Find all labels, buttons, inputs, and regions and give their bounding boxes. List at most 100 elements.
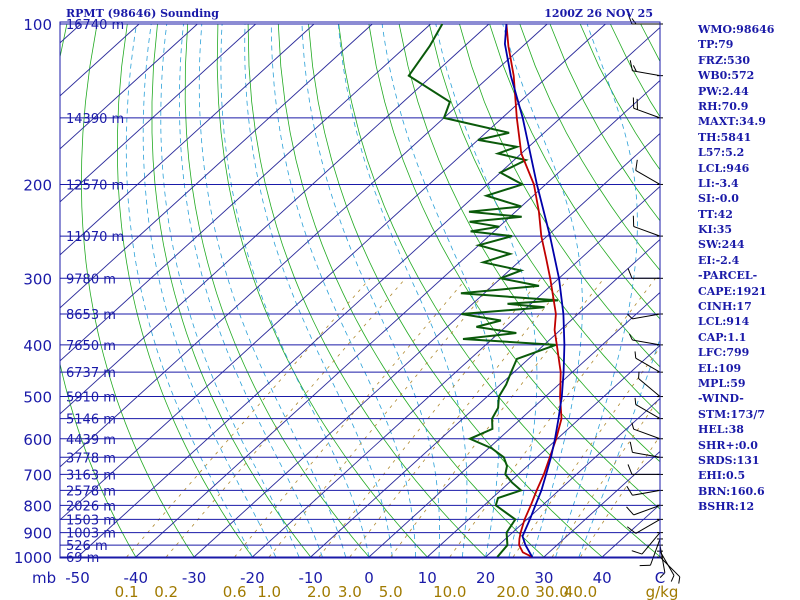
- mixing-ratio-tick-label: 5.0: [379, 583, 403, 600]
- height-label: 11070 m: [66, 230, 124, 245]
- sounding-index-item: CAP:1.1: [698, 330, 747, 344]
- isotherm-line: [60, 23, 198, 150]
- isotherm-line: [368, 291, 660, 558]
- sounding-index-item: WB0:572: [698, 69, 755, 83]
- wind-barb-feather: [659, 572, 666, 578]
- height-label: 1503 m: [66, 513, 116, 528]
- pressure-tick-label: 500: [23, 389, 52, 407]
- mixing-ratio-tick-label: 1.0: [257, 583, 281, 600]
- sounding-index-item: TT:42: [698, 207, 733, 221]
- wind-barb-feather: [631, 550, 643, 555]
- height-label: 5146 m: [66, 413, 116, 428]
- wind-barb-shaft: [638, 378, 661, 397]
- sounding-index-item: LCL:914: [698, 315, 750, 329]
- sounding-index-item: STM:173/7: [698, 407, 765, 421]
- wind-barb-shaft: [659, 550, 675, 576]
- height-label: 526 m: [66, 539, 108, 554]
- isotherm-line: [60, 23, 373, 309]
- sounding-index-item: EHI:0.5: [698, 469, 746, 483]
- wind-barb-shaft: [633, 428, 661, 440]
- plot-frame: [59, 21, 661, 559]
- wind-barb-feather: [627, 313, 633, 320]
- sounding-index-item: -PARCEL-: [698, 269, 758, 283]
- temperature-trace: [505, 23, 563, 558]
- isotherm-line: [543, 450, 660, 558]
- isotherm-line: [426, 344, 660, 558]
- parcel-trace: [503, 23, 566, 558]
- wind-barb-feather: [631, 422, 635, 430]
- wind-barb-shaft: [641, 532, 661, 555]
- wind-barb-shaft: [632, 489, 661, 496]
- sounding-index-item: KI:35: [698, 223, 733, 237]
- pressure-tick-label: 1000: [14, 549, 52, 567]
- wind-barb-shaft: [632, 339, 661, 346]
- pressure-tick-label: 700: [23, 466, 52, 484]
- height-label: 8653 m: [66, 308, 116, 323]
- temperature-tick-label: -10: [298, 569, 323, 587]
- mixing-ratio-tick-label: 0.6: [223, 583, 247, 600]
- pressure-tick-label: 300: [23, 270, 52, 288]
- wind-barb-feather: [626, 526, 637, 534]
- height-label: 6737 m: [66, 366, 116, 381]
- pressure-tick-label: 600: [23, 431, 52, 449]
- sounding-index-item: CINH:17: [698, 300, 752, 314]
- mixing-ratio-tick-label: 2.0: [307, 583, 331, 600]
- sounding-index-item: LCL:946: [698, 161, 750, 175]
- mixing-ratio-line: [580, 435, 660, 558]
- sounding-index-item: HEL:38: [698, 423, 744, 437]
- sounding-index-item: PW:2.44: [698, 84, 749, 98]
- pressure-tick-label: 800: [23, 497, 52, 515]
- isotherm-line: [310, 238, 660, 558]
- mixing-ratio-tick-label: 10.0: [433, 583, 466, 600]
- sounding-index-item: SI:-0.0: [698, 192, 739, 206]
- sounding-time: 1200Z 26 NOV 25: [544, 7, 653, 20]
- temperature-tick-label: 30: [534, 569, 553, 587]
- wind-barb-feather: [627, 464, 633, 475]
- indices-panel: WMO:98646 TP:79 FRZ:530 WB0:572 PW:2.44 RH:70…: [698, 22, 798, 515]
- height-label: 1003 m: [66, 527, 116, 542]
- sounding-index-item: WMO:98646: [698, 23, 775, 36]
- isotherm-line: [60, 23, 257, 203]
- sounding-index-item: CAPE:1921: [698, 284, 767, 298]
- wind-barb-shaft: [649, 538, 661, 566]
- mixing-ratio-tick-label: 3.0: [338, 583, 362, 600]
- sounding-index-item: TP:79: [698, 38, 734, 52]
- isotherm-line: [60, 23, 315, 256]
- wind-barb-feather: [670, 575, 675, 582]
- wind-barb-feather: [628, 333, 633, 341]
- height-label: 5910 m: [66, 391, 116, 406]
- sounding-index-item: EI:-2.4: [698, 253, 740, 267]
- wind-barb-shaft: [635, 518, 661, 534]
- height-label: 3163 m: [66, 468, 116, 483]
- sounding-index-item: FRZ:530: [698, 53, 751, 67]
- pressure-tick-label: 200: [23, 176, 52, 194]
- mixing-ratio-line: [349, 278, 569, 558]
- height-label: 7650 m: [66, 339, 116, 354]
- sounding-index-item: RH:70.9: [698, 99, 749, 113]
- temperature-tick-label: -50: [65, 569, 90, 587]
- temperature-tick-label: -40: [124, 569, 149, 587]
- wind-barb-shaft: [635, 357, 661, 373]
- height-label: 4439 m: [66, 433, 116, 448]
- wind-barb-shaft: [632, 70, 661, 77]
- wind-barb-feather: [678, 576, 681, 584]
- wind-barb-feather: [629, 441, 633, 453]
- wind-barb-shaft: [659, 556, 681, 578]
- wind-barb-feather: [627, 268, 633, 279]
- temperature-tick-label: -30: [182, 569, 207, 587]
- isotherm-line: [60, 23, 548, 468]
- wind-barb-shaft: [635, 404, 661, 420]
- wind-barb-feather: [626, 506, 635, 516]
- sounding-index-item: BRN:160.6: [698, 484, 765, 498]
- temperature-tick-label: 0: [364, 569, 374, 587]
- dewpoint-trace: [407, 23, 559, 558]
- sounding-index-item: SW:244: [698, 238, 745, 252]
- temperature-unit-label: C: [655, 569, 665, 587]
- wind-barb-shaft: [633, 107, 661, 119]
- wind-barb-feather: [631, 18, 637, 25]
- mixing-ratio-line: [318, 278, 542, 558]
- mixing-ratio-tick-label: 0.2: [154, 583, 178, 600]
- sounding-index-item: TH:5841: [698, 130, 752, 144]
- sounding-index-item: SHR+:0.0: [698, 438, 758, 452]
